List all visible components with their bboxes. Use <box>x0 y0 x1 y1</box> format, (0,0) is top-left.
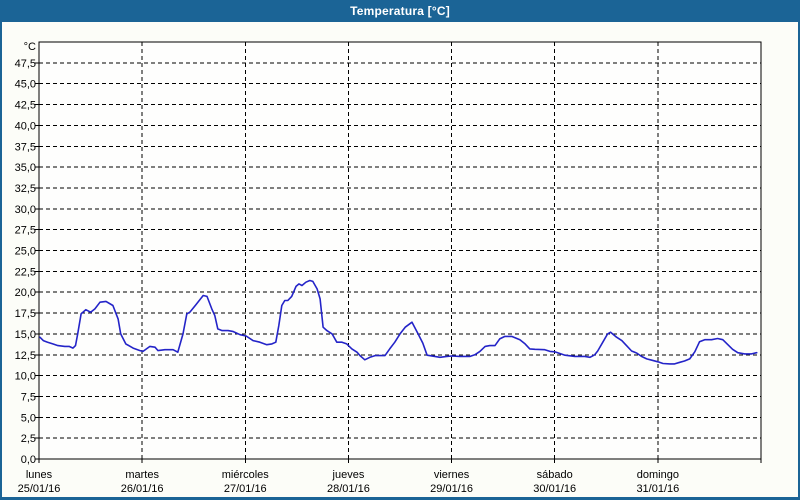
day-name-label: lunes <box>26 469 53 481</box>
day-date-label: 30/01/16 <box>533 483 576 495</box>
y-tick-label: 5,0 <box>21 412 36 424</box>
chart-area: 47,5 45,0 42,5 40,0 37,5 35,0 32,5 30,0 27,5 25,0… <box>2 22 798 497</box>
y-tick-label: 40,0 <box>15 120 36 132</box>
y-tick-label: 7,5 <box>21 391 36 403</box>
y-tick-label: 32,5 <box>15 183 36 195</box>
day-name-label: domingo <box>637 469 679 481</box>
day-date-label: 28/01/16 <box>327 483 370 495</box>
y-tick-label: 45,0 <box>15 79 36 91</box>
title-bar: Temperatura [°C] <box>2 0 798 22</box>
y-tick-label: 10,0 <box>15 371 36 383</box>
day-date-label: 25/01/16 <box>18 483 61 495</box>
y-tick-label: 35,0 <box>15 162 36 174</box>
y-tick-label: 17,5 <box>15 308 36 320</box>
y-tick-label: 42,5 <box>15 100 36 112</box>
y-tick-label: 22,5 <box>15 266 36 278</box>
y-tick-label: 15,0 <box>15 329 36 341</box>
y-tick-label: 12,5 <box>15 350 36 362</box>
day-name-label: miércoles <box>222 469 270 481</box>
day-name-label: sábado <box>537 469 573 481</box>
day-date-label: 29/01/16 <box>430 483 473 495</box>
day-name-label: jueves <box>332 469 365 481</box>
day-name-label: martes <box>125 469 159 481</box>
y-tick-label: 25,0 <box>15 246 36 258</box>
day-date-label: 31/01/16 <box>636 483 679 495</box>
y-tick-label: 2,5 <box>21 433 36 445</box>
y-tick-label: 0,0 <box>21 454 36 466</box>
y-tick-label: 37,5 <box>15 141 36 153</box>
y-tick-label: 47,5 <box>15 58 36 70</box>
temperature-chart-svg: 47,5 45,0 42,5 40,0 37,5 35,0 32,5 30,0 27,5 25,0… <box>15 41 762 495</box>
y-tick-label: 20,0 <box>15 287 36 299</box>
y-axis-unit-label: °C <box>24 41 36 53</box>
y-tick-label: 30,0 <box>15 204 36 216</box>
y-tick-label: 27,5 <box>15 225 36 237</box>
day-name-label: viernes <box>434 469 470 481</box>
day-date-label: 26/01/16 <box>121 483 164 495</box>
chart-title: Temperatura [°C] <box>350 4 450 18</box>
day-date-label: 27/01/16 <box>224 483 267 495</box>
temperature-line <box>39 279 758 365</box>
